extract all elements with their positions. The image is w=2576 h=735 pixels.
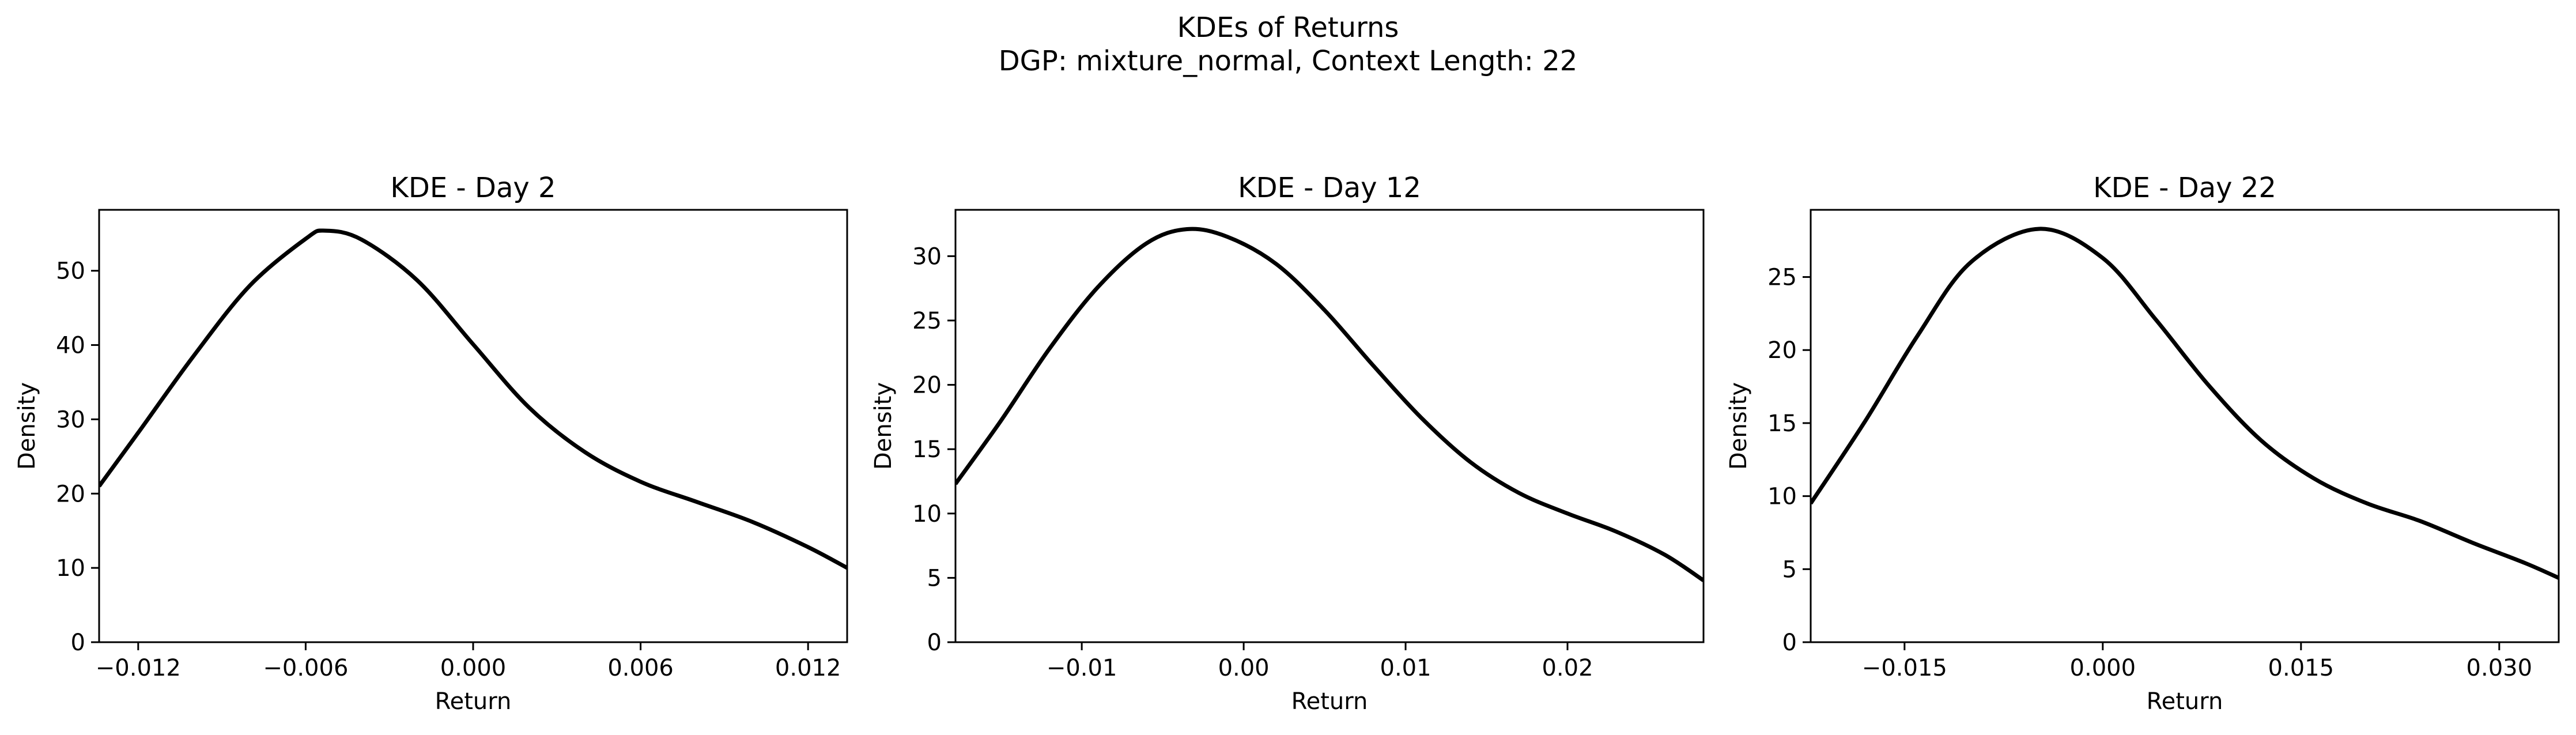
y-tick-label: 0 [1782,630,1797,656]
y-tick-label: 10 [56,555,85,582]
x-axis-label: Return [2147,688,2223,715]
y-tick-label: 20 [912,372,942,399]
x-tick-label: 0.012 [775,655,841,681]
y-tick-label: 15 [1767,410,1797,437]
axes-frame [1810,209,2560,643]
y-tick-label: 20 [56,481,85,507]
y-tick-label: 5 [1782,556,1797,583]
y-tick-label: 30 [912,243,942,270]
y-axis-label: Density [14,382,40,470]
x-tick-label: −0.006 [263,655,348,681]
x-tick-label: 0.030 [2467,655,2533,681]
y-tick-label: 20 [1767,337,1797,364]
y-tick-label: 10 [1767,484,1797,510]
x-tick-label: 0.000 [440,655,507,681]
y-tick-label: 50 [56,258,85,285]
x-tick-label: 0.006 [607,655,674,681]
axes-frame [98,209,848,643]
x-tick-label: 0.00 [1218,655,1270,681]
axes-frame [954,209,1705,643]
x-tick-label: −0.015 [1862,655,1947,681]
y-tick-label: 30 [56,406,85,433]
y-tick-label: 15 [912,436,942,463]
kde-curve [99,228,847,570]
y-tick-label: 25 [1767,265,1797,291]
subplot-day-22: −0.015 0.000 0.015 0.030 0 5 10 15 20 25 KDE - Day… [1725,172,2560,715]
y-tick-label: 5 [927,565,942,591]
x-tick-label: 0.02 [1542,655,1593,681]
x-tick-label: 0.015 [2268,655,2335,681]
y-tick-label: 0 [71,630,85,656]
x-axis-label: Return [1291,688,1368,715]
subplot-title: KDE - Day 22 [2093,172,2276,204]
x-tick-label: −0.01 [1047,655,1117,681]
subplot-title: KDE - Day 2 [390,172,556,204]
y-tick-label: 40 [56,333,85,359]
y-tick-label: 10 [912,501,942,527]
x-tick-label: −0.012 [96,655,181,681]
subplot-day-12: −0.01 0.00 0.01 0.02 0 5 10 15 20 25 30 KDE - Day 1… [870,172,1705,715]
y-tick-label: 0 [927,630,942,656]
x-axis-label: Return [435,688,512,715]
subplot-day-2: −0.012 −0.006 0.000 0.006 0.012 0 10 20 30 40 50 KD… [14,172,848,715]
kde-curve [1811,227,2559,580]
kde-curve [955,227,1704,582]
x-tick-label: 0.01 [1380,655,1431,681]
figure-title-line-1: KDEs of Returns [1177,12,1399,44]
figure-title-line-2: DGP: mixture_normal, Context Length: 22 [999,45,1578,77]
y-axis-label: Density [1725,382,1752,470]
x-tick-label: 0.000 [2070,655,2136,681]
y-axis-label: Density [870,382,897,470]
subplot-title: KDE - Day 12 [1238,172,1421,204]
y-tick-label: 25 [912,308,942,334]
